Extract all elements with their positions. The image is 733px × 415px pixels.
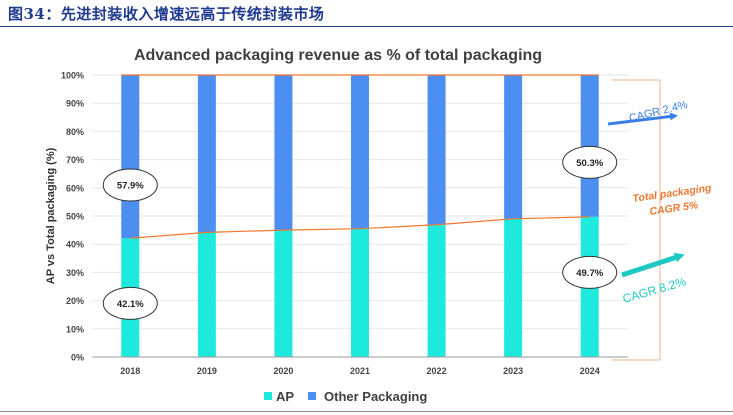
legend-label-other: Other Packaging (324, 389, 427, 404)
cagr-ap-arrow (621, 252, 685, 278)
y-tick-label: 10% (66, 324, 84, 334)
data-label: 50.3% (576, 158, 603, 169)
y-tick-label: 60% (66, 183, 84, 193)
legend-swatch-other (308, 392, 316, 400)
bar-ap-2021 (351, 228, 369, 357)
bar-other-2019 (197, 75, 216, 233)
y-tick-label: 80% (66, 127, 84, 137)
bar-other-2020 (274, 75, 293, 231)
labels-layer: 57.9% 42.1% 50.3% 49.7% (102, 145, 618, 320)
x-tick-label: 2024 (580, 366, 600, 376)
bars-layer (121, 75, 599, 357)
annotation-total-packaging: Total packaging (632, 182, 713, 205)
x-tick-label: 2021 (350, 366, 370, 376)
data-label-bubble (102, 168, 158, 202)
bar-ap-2020 (274, 230, 293, 357)
x-tick-label: 2018 (120, 366, 140, 376)
x-tick-label: 2023 (503, 366, 523, 376)
y-tick-label: 20% (66, 296, 84, 306)
line-layer (121, 74, 599, 239)
y-tick-label: 40% (66, 240, 84, 250)
data-label: 49.7% (576, 268, 603, 279)
x-tick-label: 2020 (273, 366, 293, 376)
legend: AP Other Packaging (264, 389, 427, 404)
data-label: 57.9% (117, 180, 144, 191)
x-tick-label: 2019 (197, 366, 217, 376)
x-tick-label: 2022 (427, 366, 447, 376)
data-label-bubble (562, 145, 618, 179)
cagr-other-arrow (607, 112, 678, 126)
axis-layer: 0% 10% 20% 30% 40% 50% 60% 70% 80% 90% 100% 2018 201… (61, 71, 628, 376)
annotation-cagr-other: CAGR 2.4% (628, 99, 689, 125)
y-tick-label: 50% (66, 212, 84, 222)
annotation-bracket (612, 79, 661, 361)
y-axis-label: AP vs Total packaging (%) (45, 147, 57, 284)
legend-swatch-ap (264, 392, 272, 400)
annotation-cagr-ap: CAGR 8.2% (621, 274, 688, 306)
bottom-rule (0, 411, 733, 412)
bar-ap-2022 (427, 224, 446, 357)
chart-title: Advanced packaging revenue as % of total… (134, 47, 542, 64)
y-tick-label: 0% (71, 353, 84, 363)
data-label-bubble (102, 286, 158, 320)
data-label: 42.1% (117, 299, 144, 310)
bar-other-2018 (121, 75, 140, 239)
y-tick-label: 70% (66, 155, 84, 165)
figure-caption: 图34：先进封装收入增速远高于传统封装市场 (8, 5, 325, 23)
data-label-bubble (562, 255, 618, 289)
y-tick-label: 90% (66, 99, 84, 109)
bar-ap-2019 (197, 232, 216, 357)
bar-other-2022 (427, 75, 446, 225)
y-tick-label: 30% (66, 268, 84, 278)
caption-rule (0, 26, 733, 27)
bar-other-2023 (504, 75, 523, 219)
bar-other-2021 (351, 75, 369, 229)
annotation-cagr-total: CAGR 5% (649, 199, 700, 218)
legend-label-ap: AP (276, 389, 294, 404)
y-tick-label: 100% (61, 71, 84, 81)
bar-ap-2023 (504, 218, 523, 357)
ap-share-line (130, 216, 590, 239)
